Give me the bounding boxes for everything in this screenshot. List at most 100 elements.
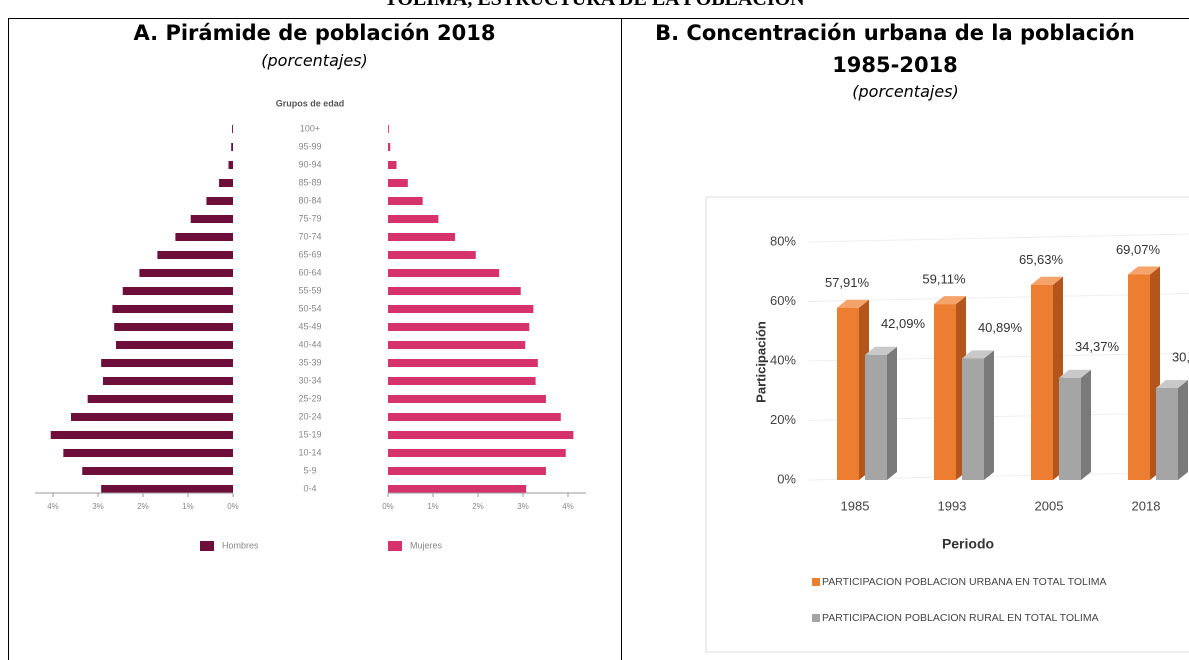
bar bbox=[388, 197, 423, 205]
bar bbox=[1128, 274, 1150, 480]
bar bbox=[388, 413, 561, 421]
bar-top bbox=[1059, 369, 1091, 378]
y-tick-label: 0% bbox=[777, 471, 796, 486]
category-label: 15-19 bbox=[298, 429, 321, 439]
bar bbox=[228, 161, 233, 169]
bar bbox=[388, 449, 566, 457]
bar-top bbox=[1031, 276, 1063, 285]
legend-label: PARTICIPACION POBLACION RURAL EN TOTAL T… bbox=[822, 612, 1099, 624]
legend-swatch bbox=[200, 541, 214, 551]
bar bbox=[112, 305, 233, 313]
chart-subtitle: (porcentajes) bbox=[852, 82, 959, 101]
category-label: 50-54 bbox=[298, 303, 321, 313]
bar-side bbox=[984, 350, 994, 480]
x-tick-label: 4% bbox=[562, 502, 574, 511]
bar bbox=[962, 358, 984, 480]
category-label: 55-59 bbox=[298, 285, 321, 295]
bar bbox=[139, 269, 233, 277]
bar bbox=[122, 287, 233, 295]
bar bbox=[388, 179, 408, 187]
bar-side bbox=[887, 346, 897, 480]
bar bbox=[175, 233, 233, 241]
bar bbox=[388, 233, 456, 241]
bar bbox=[71, 413, 233, 421]
bar bbox=[1059, 377, 1081, 480]
value-label: 59,11% bbox=[922, 272, 966, 287]
category-label: 65-69 bbox=[298, 249, 321, 259]
axis-title: Grupos de edad bbox=[276, 98, 345, 108]
bar bbox=[101, 485, 234, 493]
value-label: 40,89% bbox=[978, 320, 1023, 335]
bar bbox=[87, 395, 234, 403]
bar bbox=[206, 197, 233, 205]
x-tick-label: 1% bbox=[182, 502, 194, 511]
bar-top bbox=[1128, 266, 1160, 275]
x-tick-label: 2% bbox=[137, 502, 149, 511]
category-label: 0-4 bbox=[303, 483, 316, 493]
y-tick-label: 20% bbox=[770, 412, 796, 427]
bar bbox=[865, 354, 887, 480]
category-label: 30-34 bbox=[298, 375, 321, 385]
axis-title: Participación bbox=[753, 321, 768, 403]
bar bbox=[232, 125, 233, 133]
bar-side bbox=[1081, 369, 1091, 480]
category-label: 45-49 bbox=[298, 321, 321, 331]
category-label: 95-99 bbox=[298, 141, 321, 151]
bar bbox=[837, 307, 859, 480]
bar bbox=[114, 323, 233, 331]
category-label: 85-89 bbox=[298, 177, 321, 187]
legend-label: PARTICIPACION POBLACION URBANA EN TOTAL … bbox=[822, 576, 1107, 588]
grid-line bbox=[807, 233, 1189, 243]
x-tick-label: 1985 bbox=[841, 498, 870, 513]
bar bbox=[388, 269, 500, 277]
bar bbox=[82, 467, 233, 475]
category-label: 70-74 bbox=[298, 231, 321, 241]
category-label: 20-24 bbox=[298, 411, 321, 421]
table-frame bbox=[8, 18, 1189, 660]
bar bbox=[388, 377, 536, 385]
category-label: 5-9 bbox=[303, 465, 316, 475]
x-tick-label: 0% bbox=[382, 502, 394, 511]
bar bbox=[190, 215, 233, 223]
bar bbox=[388, 431, 574, 439]
bar bbox=[388, 341, 526, 349]
bar-top bbox=[962, 350, 994, 359]
category-label: 25-29 bbox=[298, 393, 321, 403]
bar-top bbox=[1156, 379, 1188, 388]
category-label: 10-14 bbox=[298, 447, 321, 457]
x-tick-label: 3% bbox=[92, 502, 104, 511]
category-label: 100+ bbox=[300, 123, 320, 133]
category-label: 90-94 bbox=[298, 159, 321, 169]
bar bbox=[388, 251, 476, 259]
category-label: 60-64 bbox=[298, 267, 321, 277]
legend-swatch bbox=[812, 614, 820, 622]
bar-top bbox=[934, 296, 966, 305]
value-label: 57,91% bbox=[825, 275, 870, 290]
x-tick-label: 3% bbox=[517, 502, 529, 511]
chart-title: A. Pirámide de población 2018 bbox=[133, 21, 496, 45]
bar bbox=[934, 304, 956, 480]
bar-side bbox=[1178, 379, 1188, 480]
category-label: 75-79 bbox=[298, 213, 321, 223]
value-label: 69,07% bbox=[1116, 242, 1161, 257]
bar bbox=[388, 359, 538, 367]
bar bbox=[102, 377, 233, 385]
bar bbox=[388, 143, 391, 151]
bar bbox=[157, 251, 233, 259]
bar bbox=[388, 125, 389, 133]
value-label: 34,37% bbox=[1075, 339, 1120, 354]
legend-label: Mujeres bbox=[410, 540, 443, 550]
y-tick-label: 80% bbox=[770, 233, 796, 248]
x-tick-label: 1993 bbox=[938, 498, 967, 513]
x-tick-label: 2005 bbox=[1035, 498, 1064, 513]
bar bbox=[388, 395, 546, 403]
legend-label: Hombres bbox=[222, 540, 259, 550]
bar bbox=[1031, 284, 1053, 480]
x-tick-label: 4% bbox=[47, 502, 59, 511]
value-label: 30,93% bbox=[1172, 349, 1189, 364]
bar bbox=[219, 179, 233, 187]
bar-top bbox=[865, 346, 897, 355]
bar bbox=[50, 431, 233, 439]
